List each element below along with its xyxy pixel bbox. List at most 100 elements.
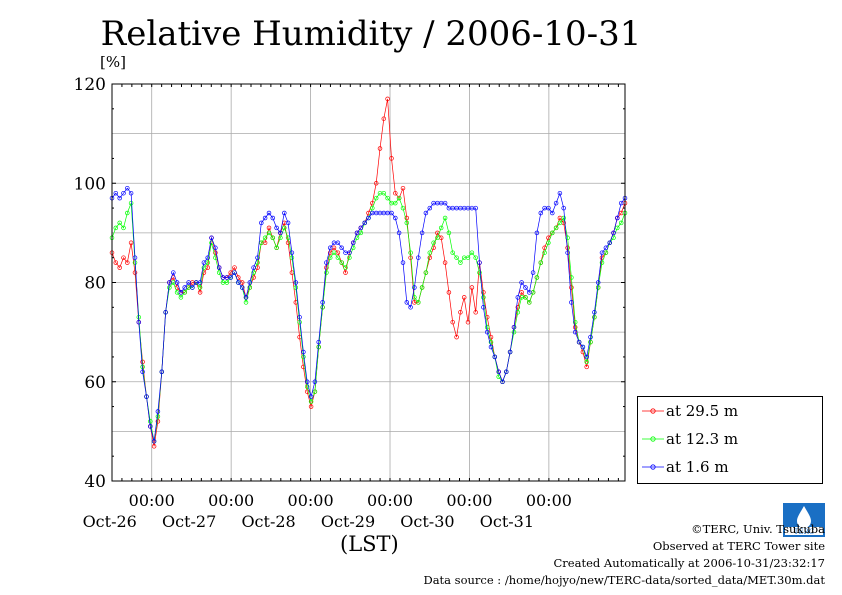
data-point — [347, 250, 352, 255]
legend: at 29.5 m at 12.3 m at 1.6 m — [637, 396, 823, 484]
data-point — [289, 250, 295, 255]
data-point — [354, 230, 360, 236]
data-point — [151, 439, 157, 444]
data-point — [278, 235, 283, 241]
data-point — [515, 295, 521, 300]
data-point — [546, 205, 551, 211]
data-point — [408, 250, 413, 255]
data-point — [438, 225, 444, 231]
data-point — [550, 230, 555, 236]
logo-text: TERC — [794, 528, 814, 536]
data-point — [186, 280, 191, 285]
data-point — [243, 295, 249, 300]
data-point — [542, 250, 547, 255]
data-point — [171, 270, 176, 275]
data-point — [178, 290, 184, 295]
data-point — [308, 394, 314, 399]
data-point — [442, 215, 448, 221]
data-point — [546, 240, 551, 246]
y-axis-unit: [%] — [100, 53, 126, 71]
data-point — [301, 349, 306, 355]
data-point — [446, 290, 452, 295]
data-point — [262, 235, 268, 241]
data-point — [496, 369, 501, 375]
x-tick-label: 00:00 — [208, 491, 254, 510]
day-label: Oct-28 — [241, 512, 295, 531]
data-point — [527, 290, 532, 295]
data-point — [393, 190, 398, 196]
data-point — [523, 295, 528, 300]
data-point — [611, 230, 616, 236]
x-tick-label: 00:00 — [446, 491, 492, 510]
data-point — [519, 280, 524, 285]
data-point — [331, 250, 337, 255]
data-point — [247, 285, 253, 290]
series-3 — [109, 185, 628, 444]
data-point — [167, 280, 172, 285]
data-point — [523, 285, 528, 290]
data-point — [419, 285, 425, 290]
data-point — [484, 329, 490, 335]
data-point — [565, 250, 570, 255]
data-point — [427, 255, 433, 260]
data-point — [584, 359, 589, 365]
data-point — [289, 255, 295, 260]
data-point — [404, 300, 410, 305]
data-point — [209, 235, 214, 241]
data-point — [488, 334, 494, 340]
data-point — [370, 205, 375, 211]
data-point — [304, 379, 310, 385]
data-point — [393, 200, 398, 206]
data-point — [458, 310, 463, 315]
data-point — [167, 285, 172, 290]
data-point — [228, 275, 233, 280]
data-point — [312, 389, 318, 394]
data-point — [213, 250, 218, 255]
data-point — [488, 344, 494, 350]
data-point — [615, 215, 620, 221]
y-tick-label: 100 — [74, 174, 106, 194]
data-point — [216, 265, 222, 270]
data-point — [458, 260, 463, 265]
data-point — [316, 339, 321, 345]
footer-copyright: ©TERC, Univ. Tsukuba — [691, 522, 825, 536]
data-point — [565, 235, 570, 241]
data-point — [266, 210, 272, 216]
data-point — [454, 334, 459, 340]
data-point — [427, 205, 433, 211]
data-point — [224, 280, 230, 285]
data-point — [301, 354, 306, 360]
data-point — [148, 424, 153, 429]
data-point — [182, 285, 187, 290]
data-point — [155, 414, 161, 419]
data-point — [366, 215, 371, 221]
data-point — [538, 260, 544, 265]
data-point — [473, 310, 478, 315]
footer-source: Data source : /home/hojyo/new/TERC-data/… — [423, 573, 825, 587]
data-point — [308, 404, 314, 409]
data-point — [350, 240, 356, 246]
data-point — [201, 260, 207, 265]
data-point — [477, 270, 482, 275]
data-point — [232, 270, 237, 275]
series-1 — [109, 96, 628, 449]
data-point — [251, 275, 256, 280]
data-point — [408, 305, 413, 310]
data-point — [511, 329, 517, 335]
data-point — [128, 200, 134, 206]
data-point — [572, 319, 578, 325]
data-point — [576, 339, 582, 345]
data-point — [603, 245, 609, 251]
data-point — [584, 354, 589, 360]
data-point — [163, 310, 168, 315]
data-point — [423, 210, 429, 216]
data-point — [465, 255, 471, 260]
legend-item-12-3m: at 12.3 m — [642, 427, 818, 451]
data-point — [431, 240, 436, 246]
data-point — [266, 225, 272, 231]
series-layer — [109, 96, 628, 449]
data-point — [488, 339, 494, 345]
data-point — [362, 220, 367, 226]
data-point — [580, 344, 586, 350]
